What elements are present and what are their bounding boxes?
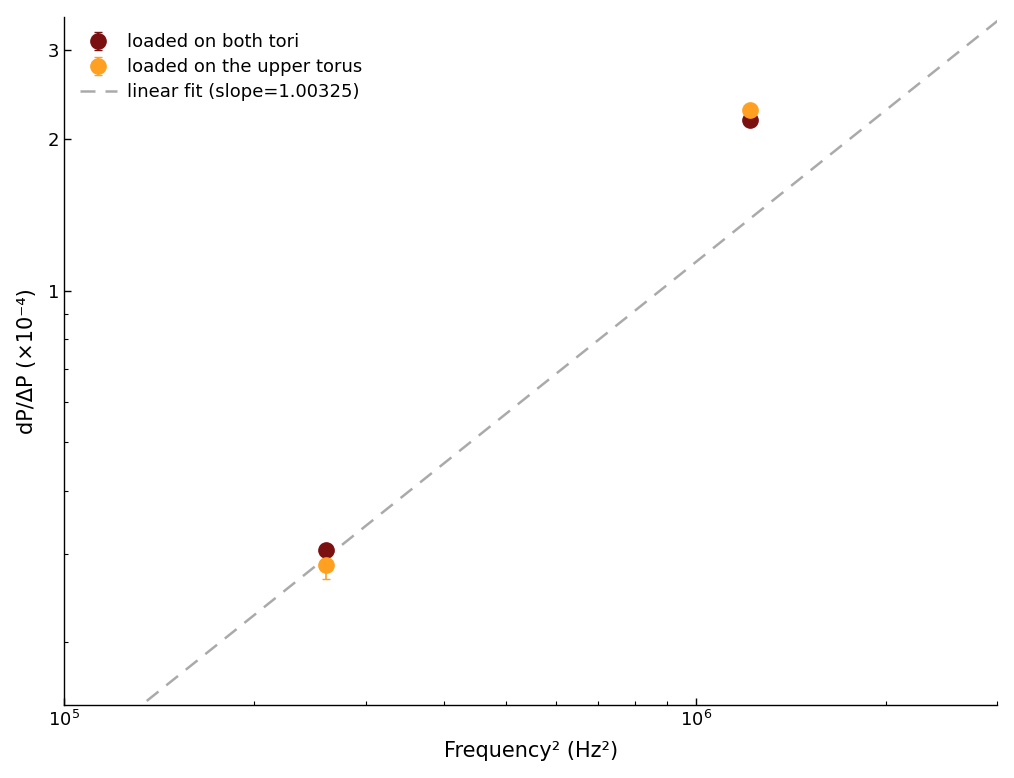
Legend: loaded on both tori, loaded on the upper torus, linear fit (slope=1.00325): loaded on both tori, loaded on the upper…: [73, 26, 370, 109]
Y-axis label: dP/ΔP (×10⁻⁴): dP/ΔP (×10⁻⁴): [16, 288, 37, 434]
X-axis label: Frequency² (Hz²): Frequency² (Hz²): [444, 741, 618, 762]
